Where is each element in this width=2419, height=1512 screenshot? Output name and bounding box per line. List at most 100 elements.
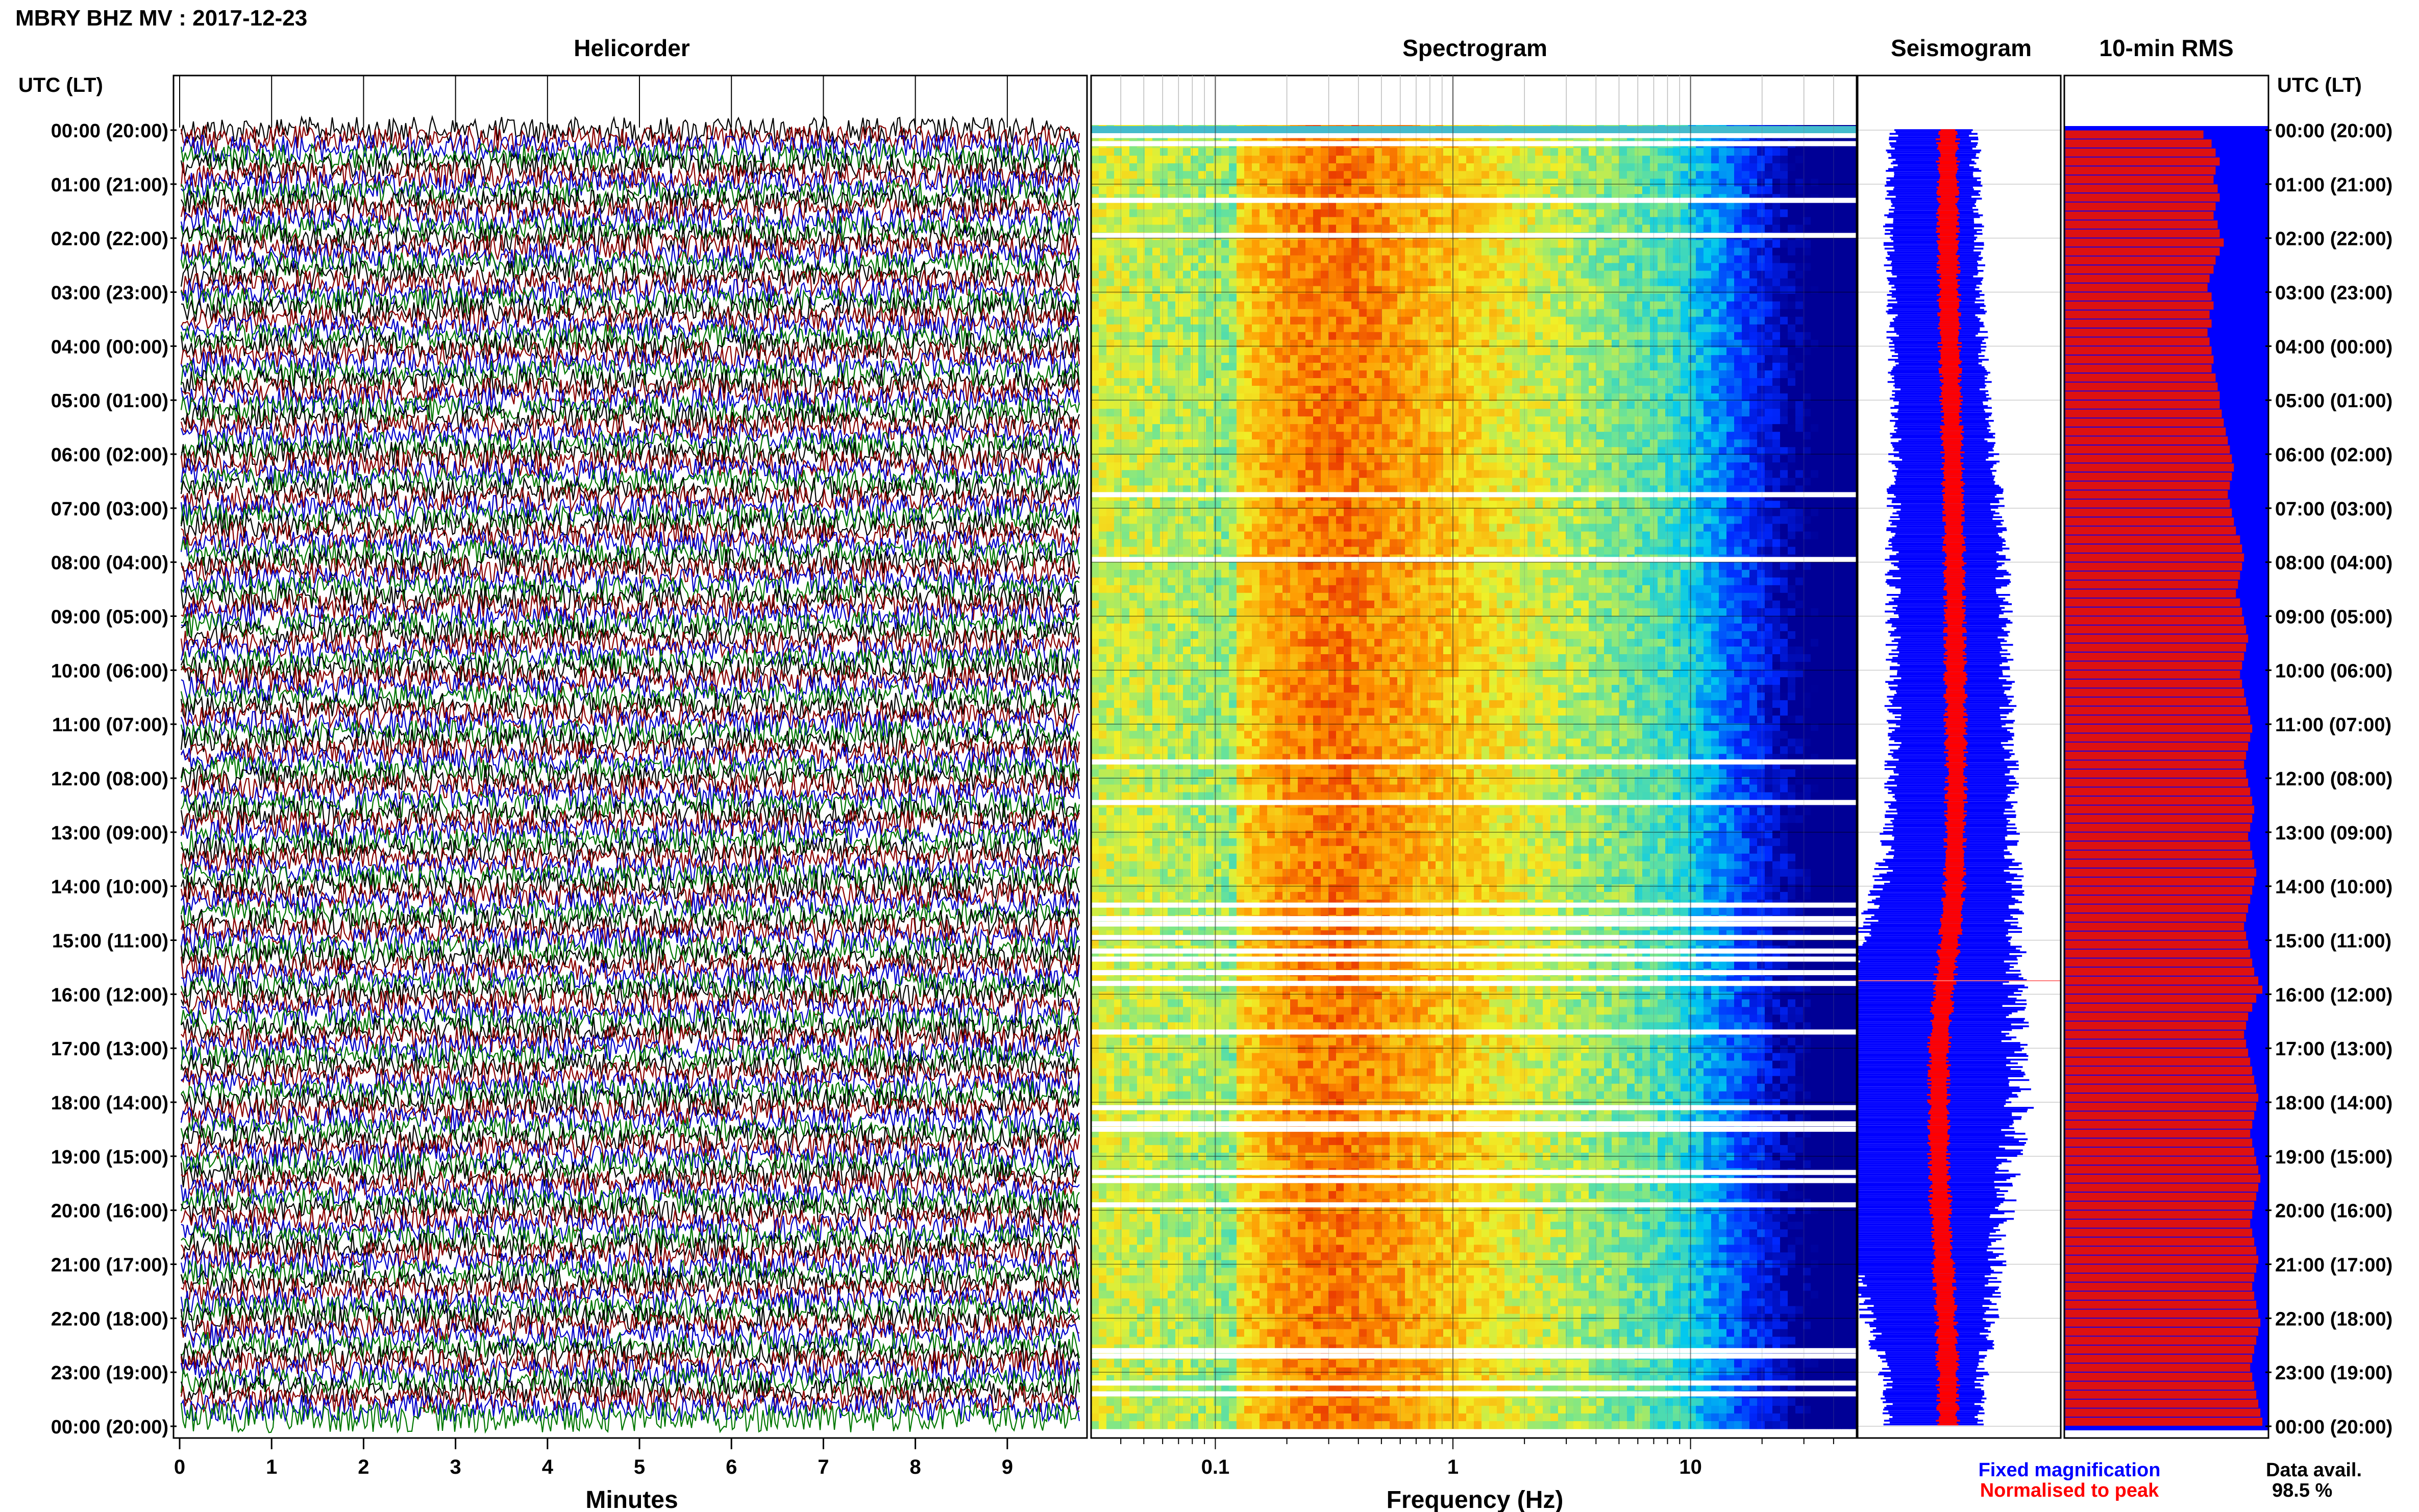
spectrogram-cell [1642, 217, 1650, 225]
spectrogram-cell [1237, 225, 1245, 233]
spectrogram-cell [1175, 179, 1183, 187]
spectrogram-cell [1681, 240, 1689, 248]
spectrogram-cell [1260, 209, 1268, 217]
spectrogram-cell [1665, 148, 1673, 156]
spectrogram-cell [1619, 363, 1627, 371]
spectrogram-cell [1091, 156, 1099, 164]
spectrogram-cell [1413, 332, 1421, 340]
spectrogram-cell [1451, 186, 1459, 194]
spectrogram-cell [1795, 279, 1804, 287]
spectrogram-cell [1558, 378, 1566, 386]
spectrogram-cell [1313, 355, 1321, 363]
spectrogram-cell [1558, 209, 1566, 217]
spectrogram-cell [1849, 355, 1857, 363]
spectrogram-cell [1527, 209, 1536, 217]
spectrogram-cell [1834, 294, 1842, 302]
spectrogram-cell [1367, 202, 1375, 210]
spectrogram-cell [1229, 348, 1237, 356]
spectrogram-cell [1558, 248, 1566, 256]
spectrogram-cell [1581, 294, 1589, 302]
spectrogram-cell [1658, 370, 1666, 379]
spectrogram-cell [1726, 317, 1735, 325]
spectrogram-cell [1772, 370, 1781, 379]
spectrogram-cell [1328, 317, 1337, 325]
spectrogram-cell [1260, 363, 1268, 371]
spectrogram-cell [1566, 217, 1574, 225]
spectrogram-cell [1504, 148, 1513, 156]
spectrogram-cell [1290, 309, 1298, 317]
spectrogram-cell [1589, 148, 1597, 156]
spectrogram-cell [1489, 363, 1497, 371]
spectrogram-cell [1566, 240, 1574, 248]
spectrogram-cell [1405, 163, 1413, 171]
spectrogram-cell [1168, 271, 1176, 279]
spectrogram-cell [1566, 302, 1574, 310]
spectrogram-cell [1091, 355, 1099, 363]
spectrogram-cell [1099, 279, 1107, 287]
spectrogram-cell [1305, 179, 1314, 187]
spectrogram-cell [1275, 332, 1283, 340]
spectrogram-cell [1420, 302, 1428, 310]
spectrogram-cell [1122, 279, 1130, 287]
spectrogram-cell [1152, 263, 1161, 271]
spectrogram-cell [1390, 325, 1398, 333]
spectrogram-cell [1359, 294, 1367, 302]
spectrogram-cell [1160, 263, 1168, 271]
spectrogram-cell [1145, 279, 1153, 287]
spectrogram-cell [1841, 240, 1849, 248]
spectrogram-cell [1275, 156, 1283, 164]
spectrogram-cell [1474, 156, 1482, 164]
spectrogram-cell [1129, 179, 1138, 187]
spectrogram-cell [1099, 355, 1107, 363]
spectrogram-cell [1604, 302, 1612, 310]
spectrogram-cell [1497, 148, 1505, 156]
spectrogram-cell [1841, 256, 1849, 264]
spectrogram-cell [1627, 363, 1635, 371]
spectrogram-cell [1719, 348, 1727, 356]
spectrogram-cell [1558, 202, 1566, 210]
spectrogram-cell [1658, 171, 1666, 179]
spectrogram-cell [1757, 148, 1765, 156]
spectrogram-cell [1765, 179, 1773, 187]
spectrogram-cell [1818, 256, 1826, 264]
spectrogram-cell [1619, 355, 1627, 363]
spectrogram-cell [1834, 209, 1842, 217]
spectrogram-cell [1198, 309, 1206, 317]
spectrogram-cell [1214, 286, 1222, 294]
spectrogram-cell [1359, 156, 1367, 164]
spectrogram-cell [1474, 248, 1482, 256]
spectrogram-cell [1780, 309, 1788, 317]
spectrogram-cell [1451, 179, 1459, 187]
spectrogram-cell [1221, 225, 1229, 233]
spectrogram-cell [1420, 286, 1428, 294]
spectrogram-cell [1275, 163, 1283, 171]
spectrogram-cell [1428, 240, 1436, 248]
spectrogram-cell [1795, 156, 1804, 164]
spectrogram-cell [1589, 294, 1597, 302]
spectrogram-cell [1658, 209, 1666, 217]
spectrogram-cell [1719, 317, 1727, 325]
spectrogram-cell [1849, 248, 1857, 256]
spectrogram-cell [1765, 309, 1773, 317]
spectrogram-cell [1589, 317, 1597, 325]
spectrogram-cell [1688, 156, 1696, 164]
spectrogram-cell [1658, 317, 1666, 325]
spectrogram-cell [1474, 171, 1482, 179]
spectrogram-cell [1765, 202, 1773, 210]
spectrogram-cell [1818, 163, 1826, 171]
spectrogram-cell [1145, 186, 1153, 194]
spectrogram-cell [1466, 202, 1474, 210]
spectrogram-cell [1206, 209, 1214, 217]
spectrogram-cell [1811, 263, 1819, 271]
spectrogram-cell [1749, 225, 1758, 233]
spectrogram-cell [1550, 202, 1559, 210]
spectrogram-cell [1275, 240, 1283, 248]
spectrogram-cell [1152, 256, 1161, 264]
spectrogram-cell [1129, 325, 1138, 333]
spectrogram-cell [1382, 209, 1390, 217]
spectrogram-cell [1497, 171, 1505, 179]
spectrogram-cell [1436, 370, 1444, 379]
spectrogram-cell [1749, 355, 1758, 363]
spectrogram-cell [1642, 363, 1650, 371]
spectrogram-cell [1558, 363, 1566, 371]
